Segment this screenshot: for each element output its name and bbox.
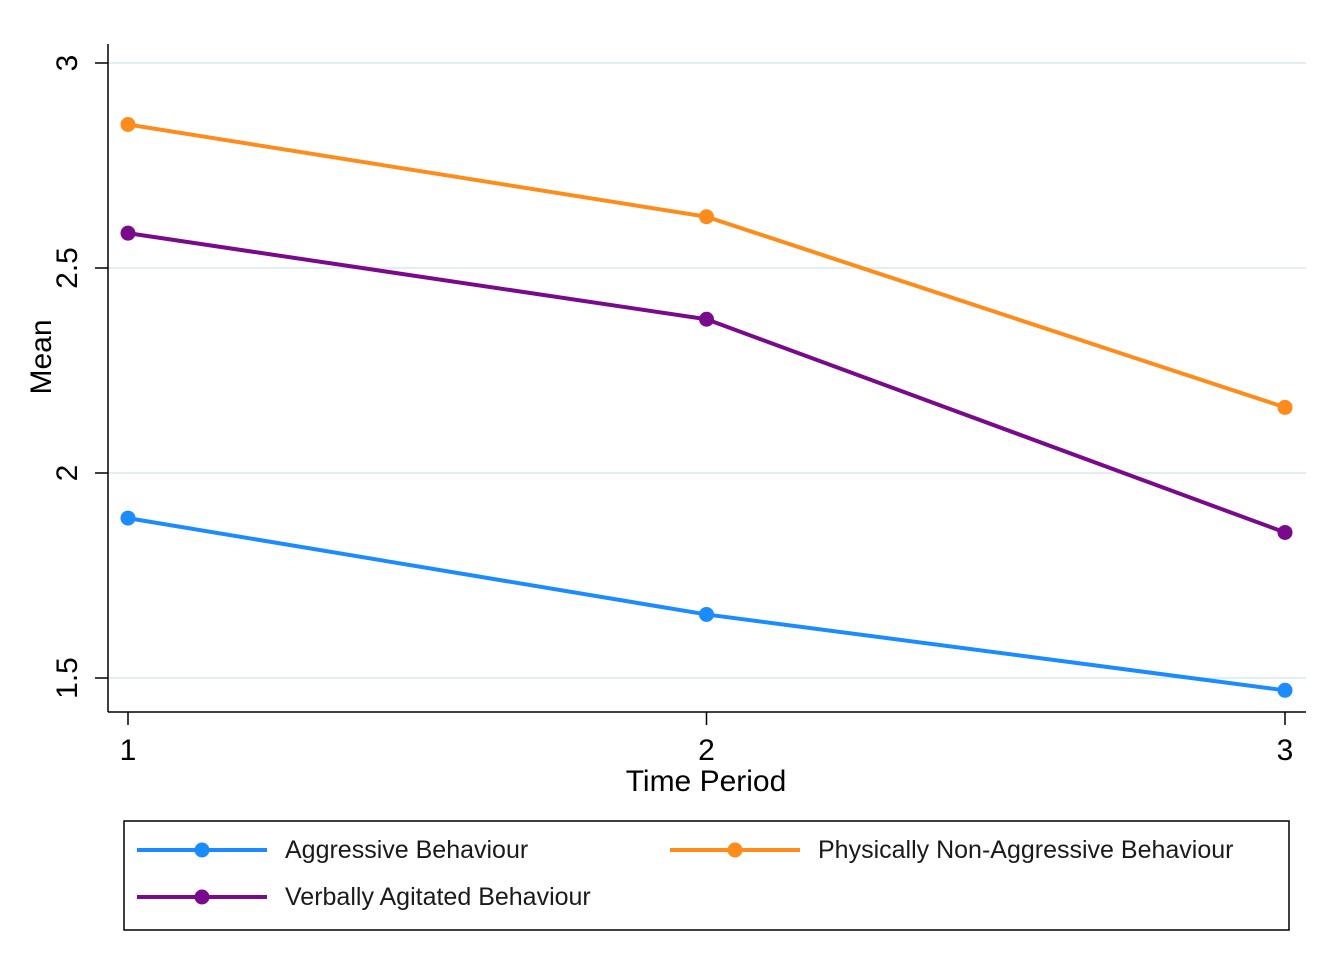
- data-point: [1277, 399, 1293, 415]
- legend-box: [123, 820, 1290, 931]
- x-tick-label: 2: [698, 734, 715, 767]
- data-point: [699, 209, 714, 225]
- y-tick-label: 2: [51, 465, 84, 482]
- y-tick-label: 1.5: [51, 657, 84, 699]
- plot-area: [108, 44, 1306, 712]
- gridlines: [108, 62, 1306, 679]
- x-axis-title: Time Period: [626, 765, 787, 798]
- x-tick-label: 3: [1277, 734, 1294, 767]
- legend-marker: [194, 842, 210, 858]
- axis-ticks: 1.5 2 2.5 3 1 2 3: [51, 55, 1293, 767]
- data-point: [120, 510, 136, 526]
- legend: Aggressive Behaviour Physically Non-Aggre…: [137, 836, 1233, 911]
- data-point: [120, 117, 136, 132]
- data-point: [120, 225, 136, 241]
- data-point: [1277, 682, 1293, 698]
- series-points: [120, 117, 1293, 698]
- data-point: [1277, 524, 1293, 540]
- legend-marker: [194, 889, 210, 905]
- legend-label: Verbally Agitated Behaviour: [285, 883, 591, 911]
- y-tick-label: 2.5: [51, 247, 84, 289]
- data-point: [699, 311, 714, 327]
- legend-marker: [727, 842, 743, 858]
- legend-label: Physically Non-Aggressive Behaviour: [818, 836, 1233, 864]
- legend-label: Aggressive Behaviour: [285, 836, 528, 864]
- x-tick-label: 1: [120, 734, 137, 767]
- y-tick-label: 3: [51, 55, 84, 72]
- data-point: [699, 606, 714, 622]
- y-axis-title: Mean: [25, 319, 58, 394]
